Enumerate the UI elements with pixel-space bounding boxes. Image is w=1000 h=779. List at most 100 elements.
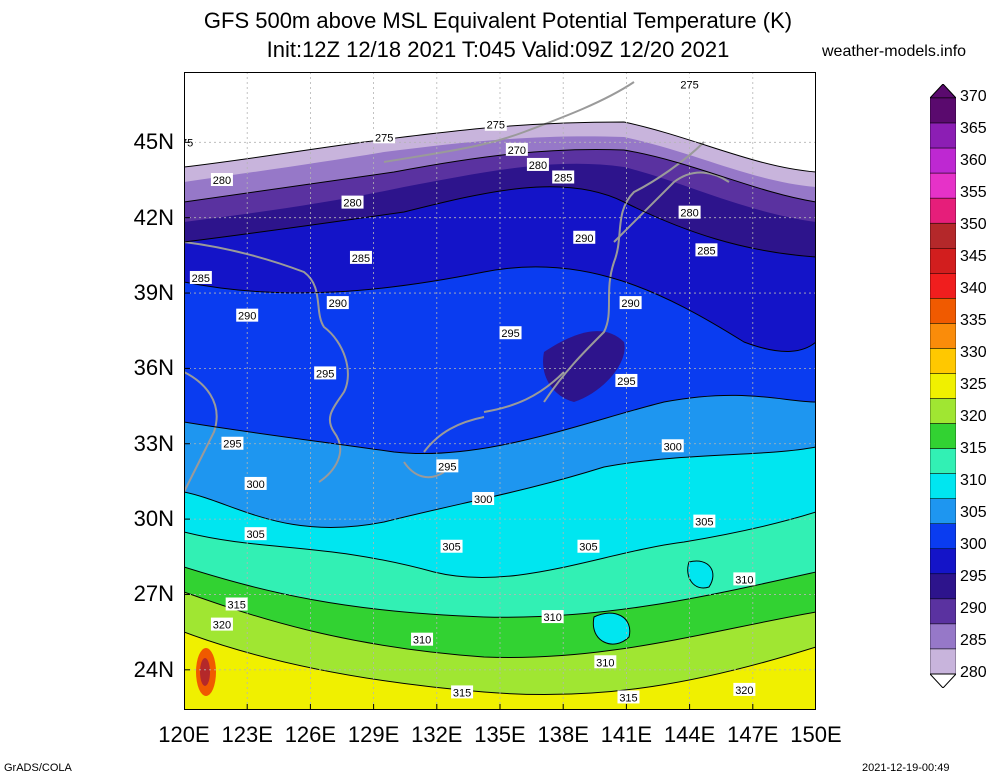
contour-label: 290 — [573, 230, 596, 245]
colorbar-min-arrow — [930, 673, 956, 688]
contour-label-box — [451, 685, 474, 699]
contour-label-text: 290 — [575, 233, 593, 245]
chart-subtitle: Init:12Z 12/18 2021 T:045 Valid:09Z 12/2… — [266, 37, 730, 62]
chart-title: GFS 500m above MSL Equivalent Potential … — [203, 8, 793, 33]
contour-label: 295 — [314, 366, 337, 380]
contour-label-box — [484, 117, 507, 131]
contour-label: 310 — [733, 572, 756, 586]
colorbar-swatch — [930, 473, 956, 499]
contour-label-text: 295 — [617, 376, 635, 388]
contour-label: 295 — [615, 373, 638, 388]
contour-label-box — [552, 170, 575, 184]
contour-label-box — [499, 326, 522, 340]
contour-label-box — [615, 373, 638, 387]
colorbar-swatch — [930, 648, 956, 675]
contour-label-text: 320 — [735, 685, 753, 697]
colorbar-swatch — [930, 248, 956, 274]
contour-label-box — [411, 632, 434, 646]
colorbar-level-label: 310 — [960, 472, 987, 489]
contour-label-box — [373, 130, 396, 144]
lon-label: 132E — [411, 722, 463, 747]
colorbar-swatch — [930, 298, 956, 324]
contour-label: 285 — [552, 170, 575, 184]
blob-2 — [687, 561, 713, 588]
contour-label: 275 — [184, 135, 195, 149]
lon-label: 144E — [663, 722, 716, 747]
contour-label-text: 310 — [543, 612, 561, 624]
lon-label: 135E — [474, 722, 526, 747]
lon-label: 138E — [537, 722, 589, 747]
contour-label: 320 — [733, 682, 756, 697]
contour-label-text: 300 — [474, 494, 492, 506]
colorbar-level-label: 330 — [960, 344, 987, 361]
lat-label: 42N — [133, 204, 174, 230]
contour-label-text: 280 — [213, 175, 231, 187]
contour-label-box — [341, 195, 364, 209]
contour-label: 280 — [526, 157, 549, 172]
lon-label: 123E — [221, 722, 273, 747]
contour-label-box — [678, 77, 701, 91]
colorbar-level-label: 370 — [960, 88, 987, 105]
site-label: weather-models.info — [822, 43, 967, 60]
lat-label: 36N — [133, 355, 174, 381]
contour-label-box — [436, 459, 459, 473]
lat-label: 24N — [133, 656, 174, 682]
contour-label: 300 — [661, 439, 684, 453]
contour-label-box — [326, 296, 349, 310]
colorbar-level-label: 350 — [960, 216, 987, 233]
contour-label-text: 310 — [596, 657, 614, 669]
lat-label: 45N — [133, 129, 174, 155]
hot-spot-core — [200, 658, 210, 686]
footer-software: GrADS/COLA — [4, 762, 72, 774]
contour-label-box — [619, 296, 642, 310]
contour-label-box — [577, 539, 600, 553]
contour-label-box — [526, 157, 549, 171]
colorbar-level-label: 320 — [960, 408, 987, 425]
contour-label-box — [733, 572, 756, 586]
contour-label-text: 315 — [227, 600, 245, 612]
contour-label-box — [661, 439, 684, 453]
contour-label-text: 290 — [238, 311, 256, 323]
contour-label-box — [541, 610, 564, 624]
lat-label: 30N — [133, 506, 174, 532]
contour-label: 275 — [678, 77, 701, 92]
contour-label-text: 275 — [375, 132, 393, 144]
contour-label-box — [236, 308, 259, 322]
colorbar-level-label: 360 — [960, 152, 987, 169]
contour-label-text: 305 — [579, 542, 597, 554]
contour-label: 290 — [326, 296, 349, 310]
contour-label-box — [440, 539, 463, 553]
contour-label: 280 — [210, 173, 233, 187]
contour-label-box — [693, 514, 716, 528]
lat-label: 39N — [133, 280, 174, 306]
colorbar-swatch — [930, 323, 956, 349]
lon-label: 129E — [347, 722, 400, 747]
colorbar-swatch — [930, 373, 956, 399]
contour-label-text: 310 — [413, 635, 431, 647]
colorbar-level-label: 290 — [960, 600, 987, 617]
contour-label: 305 — [244, 527, 267, 541]
colorbar-swatch — [930, 348, 956, 374]
colorbar-level-label: 315 — [960, 440, 987, 457]
contour-label-text: 280 — [343, 198, 361, 210]
contour-label-box — [210, 617, 233, 631]
contour-label: 315 — [617, 690, 640, 704]
contour-label-text: 285 — [352, 253, 370, 265]
blob-1 — [593, 613, 630, 645]
contour-label-box — [244, 476, 267, 490]
contour-label: 295 — [221, 436, 244, 451]
contour-label-text: 300 — [246, 479, 264, 491]
colorbar-level-label: 325 — [960, 376, 987, 393]
contour-label-box — [695, 243, 718, 257]
contour-label-text: 315 — [619, 692, 637, 704]
contour-label: 305 — [577, 539, 600, 554]
contour-label: 300 — [244, 476, 267, 491]
contour-label: 275 — [484, 117, 507, 132]
contour-label: 315 — [225, 597, 248, 612]
lon-label: 150E — [790, 722, 842, 747]
colorbar-swatch — [930, 498, 956, 524]
contour-label-text: 280 — [680, 208, 698, 220]
colorbar-swatch — [930, 172, 956, 199]
contour-label-text: 295 — [438, 461, 456, 473]
colorbar-swatch — [930, 122, 956, 149]
